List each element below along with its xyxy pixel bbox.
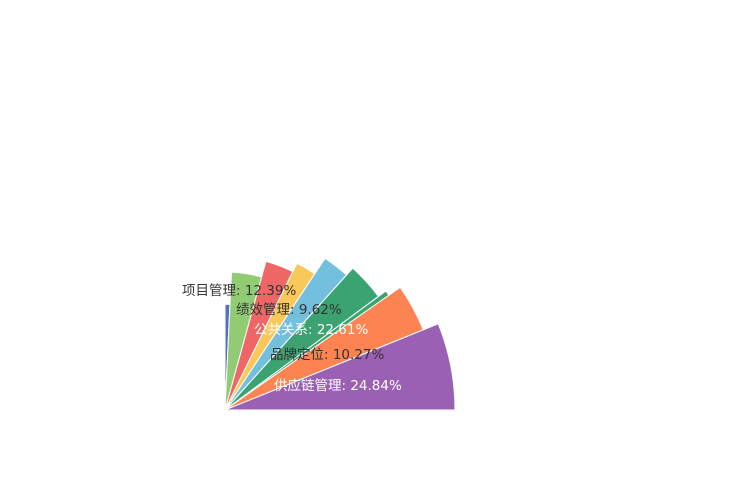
slice-label-8: 供应链管理: 24.84% xyxy=(274,377,402,394)
slice-label-0: 项目管理: 12.39% xyxy=(182,283,296,299)
chart-labels: 项目管理: 12.39% 绩效管理: 9.62% 公共关系: 22.61% 品牌定位:… xyxy=(182,283,402,394)
rose-slice-8[interactable] xyxy=(224,323,456,411)
slice-label-5: 绩效管理: 9.62% xyxy=(236,302,342,318)
slice-label-6: 公共关系: 22.61% xyxy=(254,322,368,338)
chart-slices xyxy=(224,257,456,411)
slice-label-7: 品牌定位: 10.27% xyxy=(270,346,384,363)
